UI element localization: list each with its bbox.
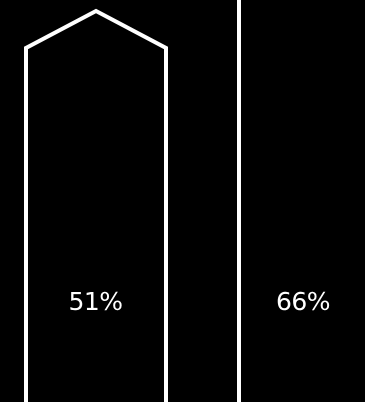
percent-label-right: 66% — [275, 287, 331, 316]
vertical-divider — [237, 0, 241, 402]
percent-label-left: 51% — [68, 287, 123, 316]
